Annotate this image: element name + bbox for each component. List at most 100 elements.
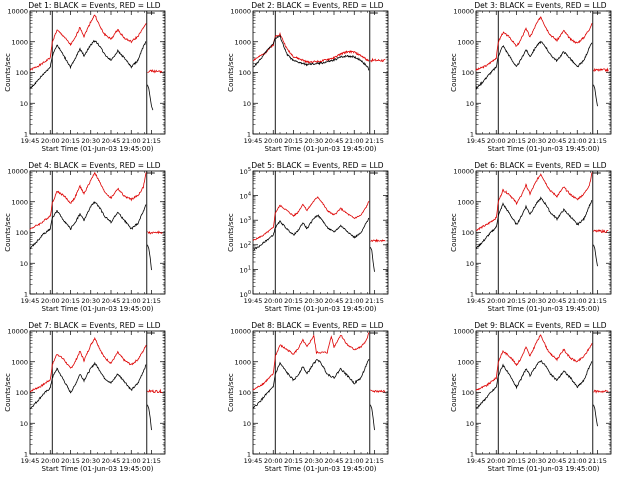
y-tick-label: 1000 — [457, 358, 474, 366]
x-tick-label: 21:15 — [142, 297, 161, 305]
plot-frame — [29, 330, 166, 455]
x-tick-label: 21:15 — [365, 137, 384, 145]
y-tick-label: 10000 — [453, 168, 474, 176]
y-axis-label: Counts/sec — [4, 373, 12, 412]
x-tick-label: 20:15 — [507, 297, 526, 305]
y-tick-label: 10000 — [230, 328, 251, 336]
plot-frame — [252, 10, 389, 135]
y-tick-label: 10 — [243, 100, 251, 108]
panel-det-2: Det 2: BLACK = Events, RED = LLD 1 10 100 10… — [227, 1, 389, 153]
events-series-line — [475, 40, 593, 90]
x-tick-label: 21:15 — [142, 457, 161, 465]
events-post-segment — [147, 244, 152, 271]
x-tick-label: 21:00 — [345, 137, 364, 145]
y-axis-label: Counts/sec — [227, 213, 235, 252]
x-tick-label: 19:45 — [244, 297, 263, 305]
x-tick-label: 21:00 — [345, 297, 364, 305]
y-tick-label: 10000 — [7, 168, 28, 176]
y-tick-label: 101 — [240, 265, 251, 274]
lld-series-line — [252, 31, 370, 64]
x-tick-label: 20:15 — [284, 297, 303, 305]
events-post-segment — [147, 84, 154, 111]
plot-frame — [475, 330, 612, 455]
x-tick-label: 20:00 — [264, 457, 283, 465]
x-tick-label: 20:00 — [41, 137, 60, 145]
x-tick-label: 20:45 — [102, 137, 121, 145]
events-series-line — [252, 359, 370, 410]
y-tick-label: 10 — [20, 260, 28, 268]
lld-post-segment — [147, 388, 163, 394]
y-tick-label: 1 — [24, 451, 28, 459]
x-axis-label: Start Time (01-Jun-03 19:45:00) — [265, 465, 377, 473]
y-tick-label: 1000 — [11, 38, 28, 46]
y-tick-label: 100 — [462, 389, 474, 397]
x-tick-label: 19:45 — [467, 137, 486, 145]
x-tick-label: 20:15 — [61, 137, 80, 145]
panel-det-5: Det 5: BLACK = Events, RED = LLD 100 101 10… — [227, 161, 389, 313]
x-tick-label: 20:45 — [548, 137, 567, 145]
events-series-line — [253, 214, 370, 251]
y-tick-label: 1000 — [457, 38, 474, 46]
lld-series-line — [252, 332, 370, 391]
lld-series-line — [29, 14, 147, 71]
lld-series-line — [29, 336, 147, 393]
y-tick-label: 1 — [470, 131, 474, 139]
events-post-segment — [593, 404, 598, 427]
panel-det-6: Det 6: BLACK = Events, RED = LLD 1 10 100 10… — [450, 161, 612, 313]
x-tick-label: 20:15 — [61, 457, 80, 465]
x-tick-label: 21:15 — [588, 137, 607, 145]
panel-title: Det 7: BLACK = Events, RED = LLD — [28, 321, 160, 330]
x-tick-label: 19:45 — [244, 457, 263, 465]
plot-frame — [475, 10, 612, 135]
x-tick-label: 20:30 — [81, 457, 100, 465]
x-tick-label: 20:00 — [487, 457, 506, 465]
x-axis-label: Start Time (01-Jun-03 19:45:00) — [42, 145, 154, 153]
x-tick-label: 20:45 — [325, 297, 344, 305]
x-axis-label: Start Time (01-Jun-03 19:45:00) — [488, 145, 600, 153]
y-tick-label: 1 — [24, 291, 28, 299]
events-post-segment — [593, 84, 598, 107]
lld-series-line — [475, 16, 593, 71]
panel-det-3: Det 3: BLACK = Events, RED = LLD 1 10 100 10… — [450, 1, 612, 153]
x-tick-label: 20:15 — [61, 297, 80, 305]
panel-title: Det 3: BLACK = Events, RED = LLD — [474, 1, 606, 10]
events-series-line — [29, 39, 147, 90]
y-axis-label: Counts/sec — [450, 213, 458, 252]
events-post-segment — [147, 404, 152, 431]
x-tick-label: 19:45 — [21, 297, 40, 305]
x-tick-label: 20:00 — [264, 137, 283, 145]
y-tick-label: 1 — [247, 131, 251, 139]
panel-title: Det 6: BLACK = Events, RED = LLD — [474, 161, 606, 170]
events-post-segment — [370, 247, 375, 272]
y-tick-label: 10 — [20, 420, 28, 428]
x-tick-label: 20:30 — [527, 297, 546, 305]
x-tick-label: 20:45 — [325, 457, 344, 465]
y-tick-label: 10 — [466, 420, 474, 428]
x-axis-label: Start Time (01-Jun-03 19:45:00) — [488, 465, 600, 473]
x-tick-label: 20:30 — [527, 137, 546, 145]
x-tick-label: 21:15 — [588, 297, 607, 305]
y-tick-label: 10000 — [7, 328, 28, 336]
lld-post-segment — [370, 238, 386, 243]
x-tick-label: 19:45 — [467, 457, 486, 465]
y-axis-label: Counts/sec — [4, 213, 12, 252]
x-tick-label: 21:00 — [122, 457, 141, 465]
y-tick-label: 1 — [247, 451, 251, 459]
lld-post-segment — [147, 230, 163, 235]
panel-det-4: Det 4: BLACK = Events, RED = LLD 1 10 100 10… — [4, 161, 166, 313]
y-tick-label: 1000 — [234, 358, 251, 366]
panel-title: Det 8: BLACK = Events, RED = LLD — [251, 321, 383, 330]
x-tick-label: 21:00 — [568, 457, 587, 465]
x-axis-label: Start Time (01-Jun-03 19:45:00) — [265, 305, 377, 313]
x-axis-label: Start Time (01-Jun-03 19:45:00) — [42, 465, 154, 473]
x-tick-label: 20:00 — [264, 297, 283, 305]
x-tick-label: 21:00 — [568, 297, 587, 305]
y-tick-label: 100 — [239, 389, 251, 397]
panel-title: Det 1: BLACK = Events, RED = LLD — [28, 1, 160, 10]
lld-series-line — [475, 334, 593, 391]
x-tick-label: 21:15 — [142, 137, 161, 145]
x-tick-label: 21:15 — [365, 297, 384, 305]
x-tick-label: 20:30 — [527, 457, 546, 465]
x-tick-label: 20:45 — [548, 457, 567, 465]
